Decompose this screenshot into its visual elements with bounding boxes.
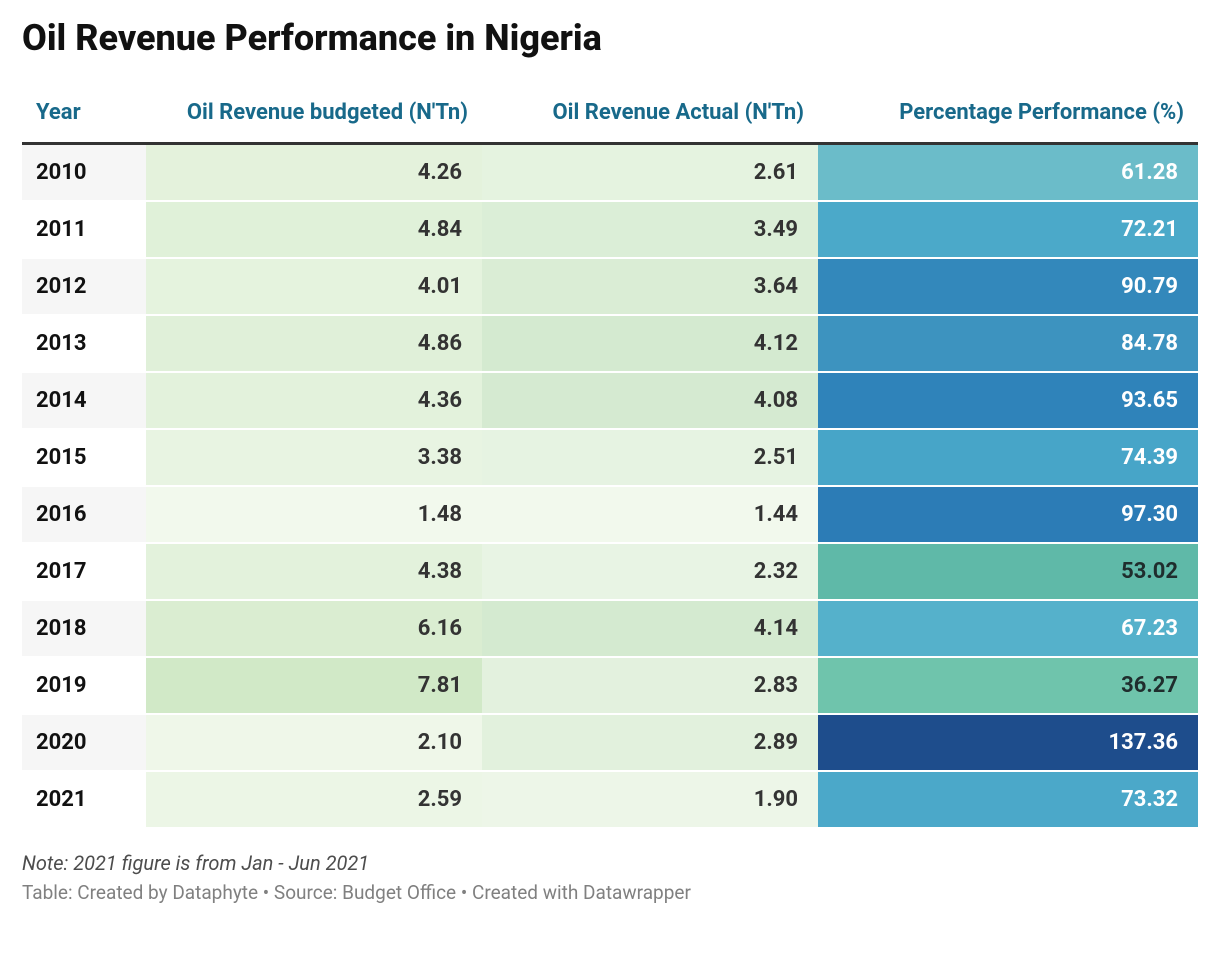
cell-budgeted: 1.48 <box>146 486 482 543</box>
cell-actual: 2.61 <box>482 143 818 201</box>
cell-performance: 74.39 <box>818 429 1198 486</box>
cell-year: 2016 <box>22 486 146 543</box>
cell-year: 2017 <box>22 543 146 600</box>
cell-performance: 67.23 <box>818 600 1198 657</box>
cell-actual: 4.14 <box>482 600 818 657</box>
cell-performance: 93.65 <box>818 372 1198 429</box>
table-row: 20186.164.1467.23 <box>22 600 1198 657</box>
table-row: 20134.864.1284.78 <box>22 315 1198 372</box>
cell-actual: 2.32 <box>482 543 818 600</box>
table-header-row: Year Oil Revenue budgeted (N'Tn) Oil Rev… <box>22 93 1198 143</box>
cell-actual: 3.49 <box>482 201 818 258</box>
data-table: Year Oil Revenue budgeted (N'Tn) Oil Rev… <box>22 93 1198 828</box>
cell-performance: 53.02 <box>818 543 1198 600</box>
chart-title: Oil Revenue Performance in Nigeria <box>22 18 1198 59</box>
footnote: Note: 2021 figure is from Jan - Jun 2021 <box>22 851 1198 875</box>
cell-performance: 72.21 <box>818 201 1198 258</box>
col-header-year: Year <box>22 93 146 143</box>
cell-budgeted: 7.81 <box>146 657 482 714</box>
cell-performance: 61.28 <box>818 143 1198 201</box>
table-row: 20104.262.6161.28 <box>22 143 1198 201</box>
cell-budgeted: 4.86 <box>146 315 482 372</box>
cell-year: 2012 <box>22 258 146 315</box>
cell-year: 2011 <box>22 201 146 258</box>
cell-performance: 137.36 <box>818 714 1198 771</box>
table-row: 20114.843.4972.21 <box>22 201 1198 258</box>
cell-budgeted: 2.10 <box>146 714 482 771</box>
cell-year: 2019 <box>22 657 146 714</box>
cell-performance: 84.78 <box>818 315 1198 372</box>
cell-actual: 1.90 <box>482 771 818 828</box>
cell-year: 2015 <box>22 429 146 486</box>
col-header-actual: Oil Revenue Actual (N'Tn) <box>482 93 818 143</box>
cell-budgeted: 4.84 <box>146 201 482 258</box>
cell-actual: 2.83 <box>482 657 818 714</box>
credit-line: Table: Created by Dataphyte • Source: Bu… <box>22 881 1198 904</box>
table-row: 20174.382.3253.02 <box>22 543 1198 600</box>
cell-year: 2013 <box>22 315 146 372</box>
table-row: 20161.481.4497.30 <box>22 486 1198 543</box>
cell-budgeted: 4.38 <box>146 543 482 600</box>
cell-budgeted: 4.01 <box>146 258 482 315</box>
cell-year: 2010 <box>22 143 146 201</box>
cell-performance: 90.79 <box>818 258 1198 315</box>
cell-actual: 2.89 <box>482 714 818 771</box>
cell-actual: 4.12 <box>482 315 818 372</box>
col-header-budgeted: Oil Revenue budgeted (N'Tn) <box>146 93 482 143</box>
cell-actual: 1.44 <box>482 486 818 543</box>
cell-performance: 97.30 <box>818 486 1198 543</box>
cell-actual: 4.08 <box>482 372 818 429</box>
cell-budgeted: 4.26 <box>146 143 482 201</box>
table-row: 20144.364.0893.65 <box>22 372 1198 429</box>
cell-budgeted: 2.59 <box>146 771 482 828</box>
table-row: 20202.102.89137.36 <box>22 714 1198 771</box>
cell-budgeted: 4.36 <box>146 372 482 429</box>
table-row: 20197.812.8336.27 <box>22 657 1198 714</box>
cell-year: 2018 <box>22 600 146 657</box>
cell-actual: 3.64 <box>482 258 818 315</box>
table-row: 20212.591.9073.32 <box>22 771 1198 828</box>
cell-year: 2014 <box>22 372 146 429</box>
cell-budgeted: 3.38 <box>146 429 482 486</box>
cell-actual: 2.51 <box>482 429 818 486</box>
cell-performance: 36.27 <box>818 657 1198 714</box>
col-header-performance: Percentage Performance (%) <box>818 93 1198 143</box>
cell-performance: 73.32 <box>818 771 1198 828</box>
cell-year: 2020 <box>22 714 146 771</box>
table-row: 20153.382.5174.39 <box>22 429 1198 486</box>
cell-year: 2021 <box>22 771 146 828</box>
table-row: 20124.013.6490.79 <box>22 258 1198 315</box>
cell-budgeted: 6.16 <box>146 600 482 657</box>
